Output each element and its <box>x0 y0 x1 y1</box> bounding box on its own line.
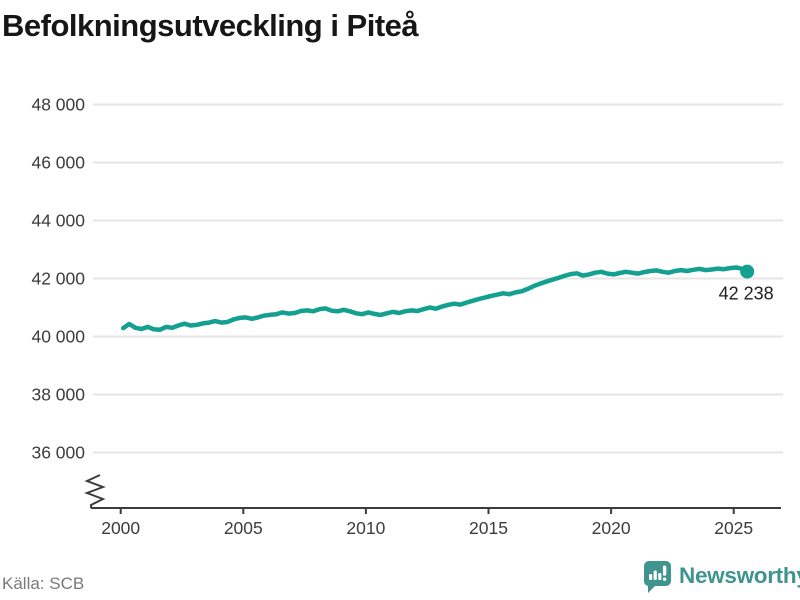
population-line <box>120 265 750 333</box>
x-tick-label: 2000 <box>101 518 140 538</box>
y-tick-label: 36 000 <box>31 443 85 463</box>
newsworthy-bubble-chart-icon <box>644 561 671 593</box>
x-tick-label: 2015 <box>469 518 508 538</box>
newsworthy-wordmark: Newsworthy <box>679 563 800 588</box>
y-tick-label: 38 000 <box>31 385 85 405</box>
x-tick-label: 2025 <box>714 518 753 538</box>
newsworthy-logo[interactable]: Newsworthy <box>644 561 800 593</box>
chart-title: Befolkningsutveckling i Piteå <box>2 8 419 43</box>
x-tick-label: 2005 <box>224 518 263 538</box>
x-tick-label: 2020 <box>592 518 631 538</box>
source-label: Källa: SCB <box>2 574 85 593</box>
y-tick-label: 48 000 <box>31 95 85 115</box>
end-point-dot <box>740 264 755 279</box>
axis-break-squiggle <box>84 474 106 508</box>
y-tick-label: 44 000 <box>31 211 85 231</box>
y-tick-label: 46 000 <box>31 153 85 173</box>
y-tick-label: 40 000 <box>31 327 85 347</box>
end-point-value-label: 42 238 <box>719 284 774 304</box>
y-tick-label: 42 000 <box>31 269 85 289</box>
x-tick-label: 2010 <box>346 518 385 538</box>
